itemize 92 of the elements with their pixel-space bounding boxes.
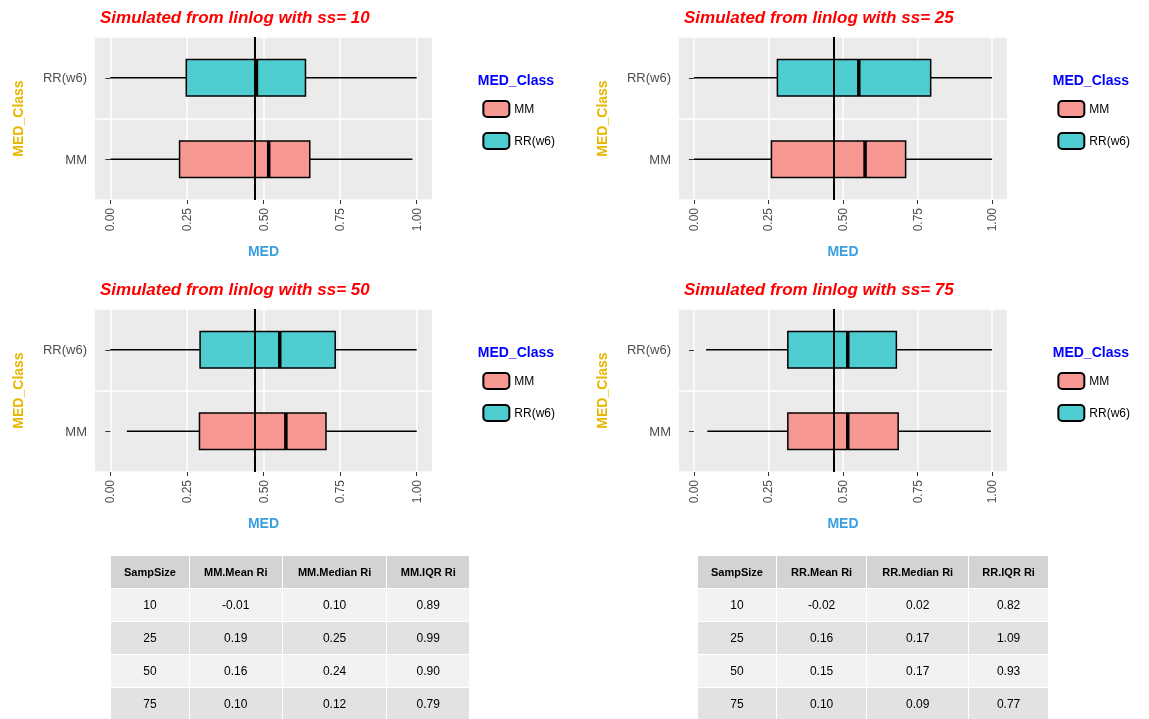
text: 0.25 <box>322 631 347 645</box>
y-tick-label: MM <box>649 423 671 439</box>
text: 0.16 <box>224 664 248 678</box>
text: 0.16 <box>809 631 834 645</box>
x-tick-label: 0.25 <box>179 479 194 504</box>
y-tick-label: MM <box>65 423 87 439</box>
text: 75 <box>730 697 744 711</box>
x-tick-label: 0.75 <box>910 479 925 504</box>
text: -0.01 <box>222 598 250 612</box>
x-tick-label: 0.00 <box>686 479 701 504</box>
x-tick-label: 1.00 <box>409 479 424 504</box>
text: 50 <box>730 664 744 678</box>
legend-title: MED_Class <box>1052 344 1130 360</box>
x-axis-title: MED <box>827 515 859 531</box>
text: 0.24 <box>322 664 347 678</box>
text: 0.90 <box>416 664 440 678</box>
legend-label: MM <box>514 374 535 388</box>
text: 0.09 <box>906 697 930 711</box>
legend-label: RR(w6) <box>1089 406 1131 420</box>
x-tick-label: 1.00 <box>985 207 1000 232</box>
chart-title: Simulated from linlog with ss= 25 <box>684 8 955 27</box>
legend-label: MM <box>1089 374 1110 388</box>
x-tick-label: 0.25 <box>761 207 776 232</box>
x-tick-label: 0.00 <box>686 207 701 232</box>
x-tick-label: 0.50 <box>836 479 850 504</box>
x-axis-title: MED <box>827 243 859 259</box>
text: 25 <box>730 631 744 645</box>
x-tick-label: 0.50 <box>256 479 271 504</box>
y-tick-label: RR(w6) <box>626 342 671 358</box>
text: 0.77 <box>996 697 1021 711</box>
text: 1.09 <box>996 631 1021 645</box>
text: 0.19 <box>224 631 248 645</box>
x-tick-label: 0.50 <box>256 207 271 232</box>
text: 0.10 <box>224 697 248 711</box>
text: 0.93 <box>996 664 1021 678</box>
text: 10 <box>730 598 744 612</box>
text: 0.17 <box>906 664 930 678</box>
category-label: SampSize <box>110 555 190 589</box>
legend-label: MM <box>514 102 535 116</box>
y-axis-title: MED_Class <box>594 80 610 157</box>
legend-title: MED_Class <box>477 344 555 360</box>
x-tick-label: 0.00 <box>103 479 118 504</box>
x-tick-label: 0.75 <box>910 207 925 232</box>
x-tick-label: 0.50 <box>836 207 850 232</box>
legend-label: RR(w6) <box>514 406 556 420</box>
text: 75 <box>143 697 157 711</box>
category-label: MM.IQR Ri <box>386 555 470 589</box>
category-label: MM.Mean Ri <box>189 555 283 589</box>
x-tick-label: 1.00 <box>409 207 424 232</box>
text: 0.82 <box>996 598 1021 612</box>
chart-title: Simulated from linlog with ss= 75 <box>684 280 955 299</box>
text: 50 <box>143 664 157 678</box>
x-tick-label: 0.00 <box>103 207 118 232</box>
y-tick-label: RR(w6) <box>626 70 671 86</box>
x-tick-label: 0.25 <box>761 479 776 504</box>
y-tick-label: RR(w6) <box>42 342 87 358</box>
x-tick-label: 0.75 <box>333 479 348 504</box>
text: 10 <box>143 598 157 612</box>
text: 0.15 <box>809 664 834 678</box>
chart-title: Simulated from linlog with ss= 50 <box>100 280 371 299</box>
text: 0.10 <box>809 697 834 711</box>
legend-label: RR(w6) <box>1089 134 1131 148</box>
x-tick-label: 0.25 <box>179 207 194 232</box>
y-tick-label: RR(w6) <box>42 70 87 86</box>
category-label: MM.Median Ri <box>282 555 387 589</box>
y-axis-title: MED_Class <box>594 352 610 429</box>
text: -0.02 <box>807 598 836 612</box>
text: 0.10 <box>322 598 347 612</box>
x-axis-title: MED <box>247 243 280 259</box>
category-label: RR.Median Ri <box>866 555 969 589</box>
chart-title: Simulated from linlog with ss= 10 <box>100 8 371 27</box>
text: 0.79 <box>416 697 440 711</box>
x-axis-title: MED <box>247 515 280 531</box>
category-label: SampSize <box>697 555 777 589</box>
y-axis-title: MED_Class <box>10 80 26 157</box>
text: 0.12 <box>322 697 347 711</box>
y-tick-label: MM <box>649 151 671 167</box>
legend-label: MM <box>1089 102 1110 116</box>
x-tick-label: 1.00 <box>985 479 1000 504</box>
y-tick-label: MM <box>65 151 87 167</box>
y-axis-title: MED_Class <box>10 352 26 429</box>
text: 0.99 <box>416 631 440 645</box>
legend-title: MED_Class <box>1052 72 1130 88</box>
category-label: RR.Mean Ri <box>776 555 867 589</box>
text: 0.17 <box>906 631 930 645</box>
legend-title: MED_Class <box>477 72 555 88</box>
text: 25 <box>143 631 157 645</box>
text: 0.02 <box>906 598 930 612</box>
category-label: RR.IQR Ri <box>968 555 1049 589</box>
x-tick-label: 0.75 <box>333 207 348 232</box>
legend-label: RR(w6) <box>514 134 556 148</box>
text: 0.89 <box>416 598 440 612</box>
